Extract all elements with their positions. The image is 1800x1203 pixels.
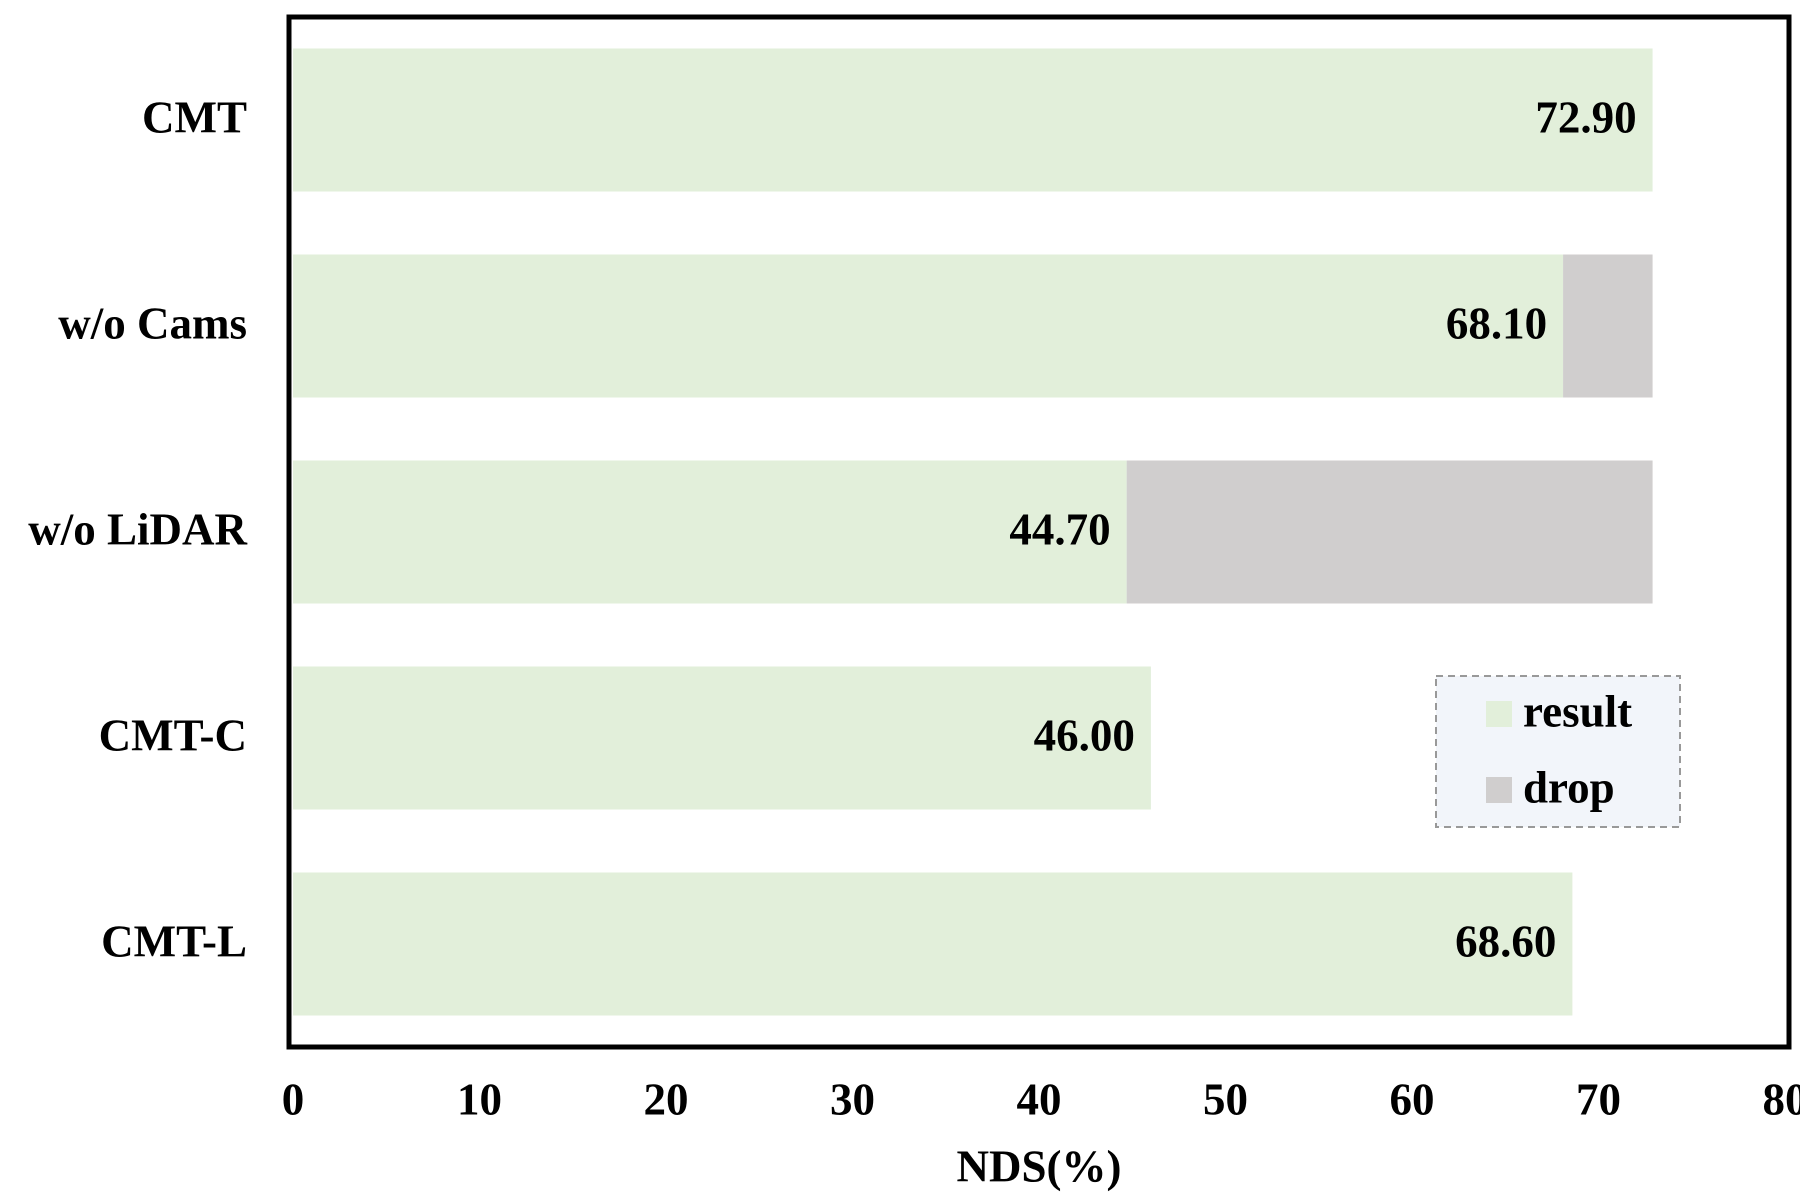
bar-segment bbox=[293, 460, 1127, 604]
y-tick-label: CMT-L bbox=[101, 916, 247, 966]
legend-swatch bbox=[1486, 701, 1512, 727]
x-tick-label: 0 bbox=[282, 1074, 305, 1124]
y-tick-label: CMT bbox=[142, 92, 247, 142]
y-tick-label: w/o Cams bbox=[58, 298, 247, 348]
x-tick-label: 40 bbox=[1017, 1074, 1062, 1124]
x-tick-label: 30 bbox=[830, 1074, 875, 1124]
value-label: 68.10 bbox=[1446, 298, 1547, 348]
bar-segment bbox=[293, 666, 1151, 810]
x-tick-label: 60 bbox=[1390, 1074, 1435, 1124]
legend-box bbox=[1435, 675, 1681, 828]
bar-segment bbox=[1563, 254, 1653, 398]
legend-label: result bbox=[1523, 686, 1632, 736]
value-label: 46.00 bbox=[1034, 710, 1135, 760]
value-label: 68.60 bbox=[1455, 916, 1556, 966]
plot-frame bbox=[286, 14, 1792, 1050]
value-label: 72.90 bbox=[1535, 92, 1636, 142]
bar-segment bbox=[1126, 460, 1653, 604]
x-tick-label: 70 bbox=[1576, 1074, 1621, 1124]
value-label: 44.70 bbox=[1009, 504, 1110, 554]
bar-segment bbox=[293, 254, 1564, 398]
y-tick-label: w/o LiDAR bbox=[28, 504, 247, 554]
legend-label: drop bbox=[1523, 762, 1615, 812]
y-tick-label: CMT-C bbox=[99, 710, 247, 760]
legend-swatch bbox=[1486, 777, 1512, 803]
x-axis-title: NDS(%) bbox=[957, 1141, 1122, 1191]
bar-segment bbox=[293, 48, 1653, 192]
x-tick-label: 20 bbox=[644, 1074, 689, 1124]
x-tick-label: 50 bbox=[1203, 1074, 1248, 1124]
x-tick-label: 80 bbox=[1763, 1074, 1800, 1124]
x-tick-label: 10 bbox=[457, 1074, 502, 1124]
legend: result drop bbox=[1435, 675, 1681, 828]
bar-segment bbox=[293, 872, 1573, 1016]
